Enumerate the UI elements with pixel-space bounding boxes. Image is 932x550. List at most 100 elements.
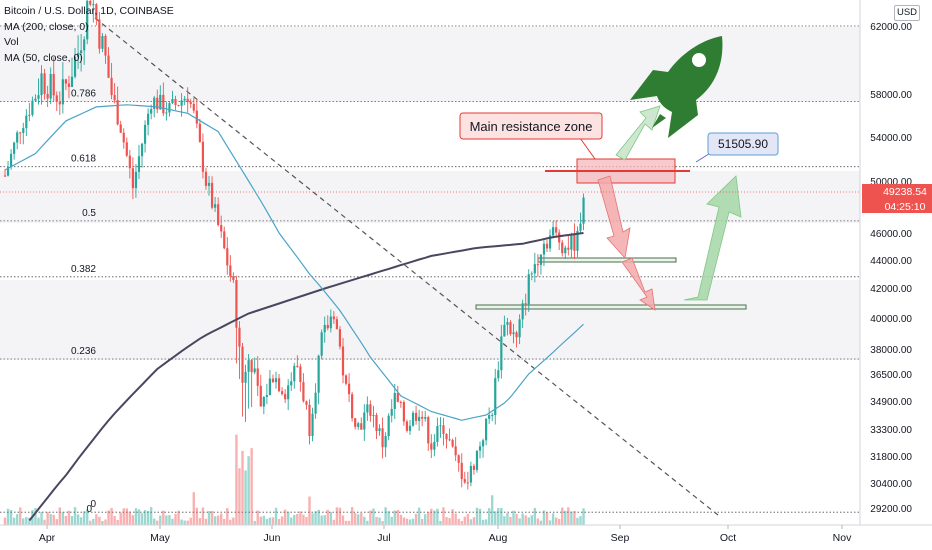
volume-bar [503,516,506,525]
current-price-label: 49238.54 [883,186,927,198]
volume-bar [201,507,205,525]
candle-body [542,243,546,255]
candle-body [19,132,22,134]
time-axis[interactable]: Apr May Jun Jul Aug Sep Oct Nov [0,524,932,544]
candle-body [265,395,268,397]
volume-bar [286,511,290,525]
volume-bar [55,519,58,525]
candle-body [253,368,256,373]
volume-bar [134,508,138,525]
candle-body [451,440,454,447]
volume-bar [140,513,144,525]
volume-bar [15,514,19,525]
candle-body [363,412,366,430]
volume-bar [573,510,576,525]
volume-bar [64,515,68,525]
candle-body [506,322,509,325]
candle-body [244,371,247,383]
volume-bar [567,507,570,525]
indicator-ma50[interactable]: MA (50, close, 0) [4,51,83,64]
volume-bar [448,518,451,525]
support-box-lower[interactable] [475,304,747,310]
volume-bar [180,519,183,525]
volume-bar [28,517,31,525]
volume-bar [445,517,448,525]
candle-body [171,99,174,104]
volume-bar [216,515,220,525]
candle-body [131,168,134,189]
volume-bar [259,516,262,525]
candle-body [40,73,43,96]
candle-body [305,401,308,405]
volume-bar [204,518,208,525]
y-tick-label: 62000.00 [870,22,912,33]
volume-bar [344,520,348,525]
candle-body [277,378,281,392]
candle-body [387,415,390,436]
resistance-box[interactable] [545,158,690,184]
candle-body [378,428,381,432]
support-box-upper[interactable] [537,257,677,263]
volume-bar [189,517,192,525]
volume-bar [253,520,256,525]
y-tick-label: 42000.00 [870,284,912,295]
candle-body [73,56,77,77]
volume-bar [521,513,524,525]
trendline-dashed[interactable] [94,17,719,516]
volume-bar [219,513,223,525]
candle-body [125,142,128,156]
volume-bar [487,508,491,525]
candle-body [381,428,384,448]
indicator-volume[interactable]: Vol [4,36,19,48]
price-callout[interactable]: 51505.90 [695,132,779,163]
volume-bar [268,517,272,525]
red-arrow-down [621,257,656,311]
candle-body [335,319,339,330]
volume-bar [366,520,369,525]
candle-body [418,416,421,421]
candle-body [58,101,61,105]
candle-body [214,204,217,208]
candle-body [369,404,372,416]
currency-button[interactable]: USD [894,5,920,21]
volume-bar [73,507,77,525]
candle-body [247,360,250,372]
symbol-title[interactable]: Bitcoin / U.S. Dollar, 1D, COINBASE [4,5,174,17]
x-tick-label: Nov [833,532,852,544]
volume-bar [156,520,159,525]
candle-body [156,97,159,110]
indicator-ma200[interactable]: MA (200, close, 0) [4,20,89,33]
volume-bar [387,511,390,525]
candle-body [576,230,579,251]
volume-bar [332,519,336,525]
green-arrow-large [683,175,742,301]
candle-body [49,73,52,99]
volume-bar [9,510,13,525]
volume-bar [244,470,247,525]
volume-bar [153,518,156,525]
volume-bar [223,519,226,525]
candle-body [293,365,296,382]
fib-levels: 0.786 0.618 0.5 0.382 0.236 0 [0,25,860,513]
resistance-callout[interactable]: Main resistance zone [459,112,603,160]
candle-body [150,109,153,114]
candle-body [122,132,125,143]
candle-body [390,408,393,416]
volume-bar [76,514,80,525]
volume-bar [582,508,585,525]
bar-countdown-label: 04:25:10 [885,201,926,213]
volume-bar [22,518,25,525]
candle-body [481,440,485,447]
volume-bar [381,520,384,525]
y-tick-label: 58000.00 [870,90,912,101]
candle-body [448,439,451,441]
candle-body [463,479,466,483]
volume-bar [417,507,421,525]
price-axis[interactable]: 62000.0058000.0054000.0050000.0048000.00… [0,0,932,525]
volume-bar [372,508,375,525]
candle-body [323,324,326,333]
candle-body [582,197,585,224]
volume-bar [247,456,250,525]
volume-bar [439,520,442,525]
